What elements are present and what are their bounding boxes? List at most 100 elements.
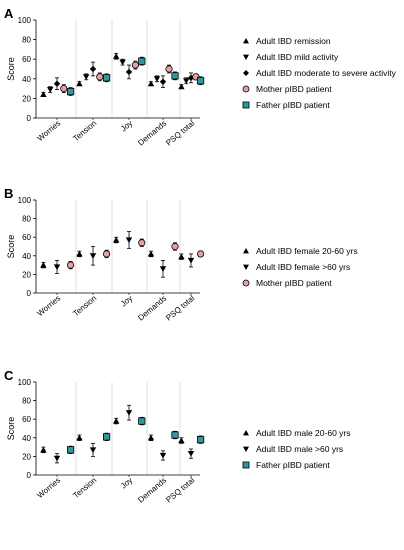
x-tick-label: Worries <box>35 119 62 144</box>
data-point <box>40 91 47 98</box>
data-point <box>196 436 205 444</box>
data-point <box>138 417 146 425</box>
y-tick-label: 80 <box>22 36 31 45</box>
data-point <box>103 433 111 441</box>
y-tick-label: 40 <box>22 75 31 84</box>
data-point <box>67 87 75 96</box>
legend-marker <box>243 54 249 60</box>
legend-marker <box>242 461 250 469</box>
x-tick-label: Worries <box>35 476 62 501</box>
legend-label: Adult IBD male >60 yrs <box>256 444 343 454</box>
legend-marker <box>243 248 249 254</box>
legend-marker <box>243 430 249 436</box>
data-point <box>196 77 205 85</box>
y-axis-label: Score <box>6 235 16 259</box>
panel-label: A <box>4 6 14 21</box>
data-point <box>138 57 146 65</box>
panel-c: C 0 20 40 60 80 100 Score Worries Tension Joy Deman… <box>4 368 350 505</box>
legend-label: Mother pIBD patient <box>256 278 332 288</box>
legend-label: Adult IBD moderate to severe activity <box>256 68 397 78</box>
x-tick-label: Joy <box>119 294 134 309</box>
y-tick-label: 100 <box>18 378 32 387</box>
data-point <box>171 431 179 439</box>
data-point <box>159 78 167 85</box>
panel-label: C <box>4 368 14 383</box>
x-tick-label: Tension <box>71 476 98 501</box>
panel-b: B 0 20 40 60 80 100 Score Worries Tension Joy Deman… <box>4 186 358 323</box>
y-tick-label: 0 <box>27 114 32 123</box>
data-point <box>47 87 54 93</box>
legend-marker <box>243 264 249 270</box>
data-point <box>125 410 133 416</box>
data-point <box>147 80 155 87</box>
y-tick-label: 80 <box>22 215 31 224</box>
data-point <box>89 447 97 454</box>
y-tick-label: 60 <box>22 233 31 242</box>
x-tick-label: Joy <box>119 476 134 491</box>
x-tick-label: Demands <box>136 119 168 148</box>
data-point <box>53 264 61 271</box>
data-point <box>187 74 195 82</box>
y-tick-label: 100 <box>18 196 32 205</box>
data-point <box>76 250 83 257</box>
data-point <box>131 61 139 69</box>
y-axis-label: Score <box>6 57 16 81</box>
y-tick-label: 0 <box>27 471 32 480</box>
y-tick-label: 60 <box>22 55 31 64</box>
data-point <box>83 74 90 81</box>
data-point <box>147 434 155 441</box>
data-point <box>60 85 68 93</box>
data-point <box>171 72 179 80</box>
data-point <box>113 236 120 243</box>
data-point <box>159 266 167 273</box>
data-point <box>113 417 120 424</box>
y-tick-label: 0 <box>27 289 32 298</box>
data-point <box>125 68 133 76</box>
x-tick-label: Demands <box>136 476 168 505</box>
data-point <box>159 452 167 459</box>
y-tick-label: 100 <box>18 16 32 25</box>
data-point <box>89 65 97 73</box>
legend-marker <box>242 279 250 287</box>
data-point <box>147 250 155 257</box>
y-tick-label: 20 <box>22 94 31 103</box>
legend-label: Adult IBD male 20-60 yrs <box>256 428 350 438</box>
legend-label: Father pIBD patient <box>256 100 330 110</box>
x-tick-label: Worries <box>35 294 62 319</box>
y-tick-label: 20 <box>22 452 31 461</box>
legend-label: Father pIBD patient <box>256 460 330 470</box>
data-point <box>53 80 61 87</box>
legend-label: Adult IBD remission <box>256 36 331 46</box>
y-tick-label: 40 <box>22 434 31 443</box>
legend-marker <box>242 101 250 109</box>
data-point <box>153 76 161 82</box>
y-axis-label: Score <box>6 417 16 441</box>
data-point <box>76 434 83 441</box>
data-point <box>183 78 190 84</box>
data-point <box>138 239 146 247</box>
y-tick-label: 20 <box>22 270 31 279</box>
x-tick-label: Tension <box>71 294 98 319</box>
data-point <box>171 242 179 251</box>
x-tick-label: Tension <box>71 119 98 144</box>
x-tick-label: Demands <box>136 294 168 323</box>
data-point <box>67 446 75 454</box>
data-point <box>40 446 47 453</box>
legend-label: Adult IBD mild activity <box>256 52 339 62</box>
x-tick-label: Joy <box>119 119 134 134</box>
legend-label: Adult IBD female >60 yrs <box>256 262 350 272</box>
data-point <box>187 257 195 264</box>
data-point <box>125 237 133 244</box>
panel-a: A 0 20 40 60 80 100 Score Worries Tension Joy Deman… <box>4 6 397 148</box>
data-point <box>187 451 195 457</box>
x-tick-label: PSQ total <box>164 294 196 323</box>
data-point <box>113 53 120 59</box>
y-tick-label: 80 <box>22 397 31 406</box>
panel-label: B <box>4 186 13 201</box>
data-point <box>165 65 173 73</box>
x-tick-label: PSQ total <box>164 119 196 148</box>
data-point <box>40 261 47 268</box>
data-point <box>67 261 75 269</box>
legend-marker <box>243 70 249 76</box>
